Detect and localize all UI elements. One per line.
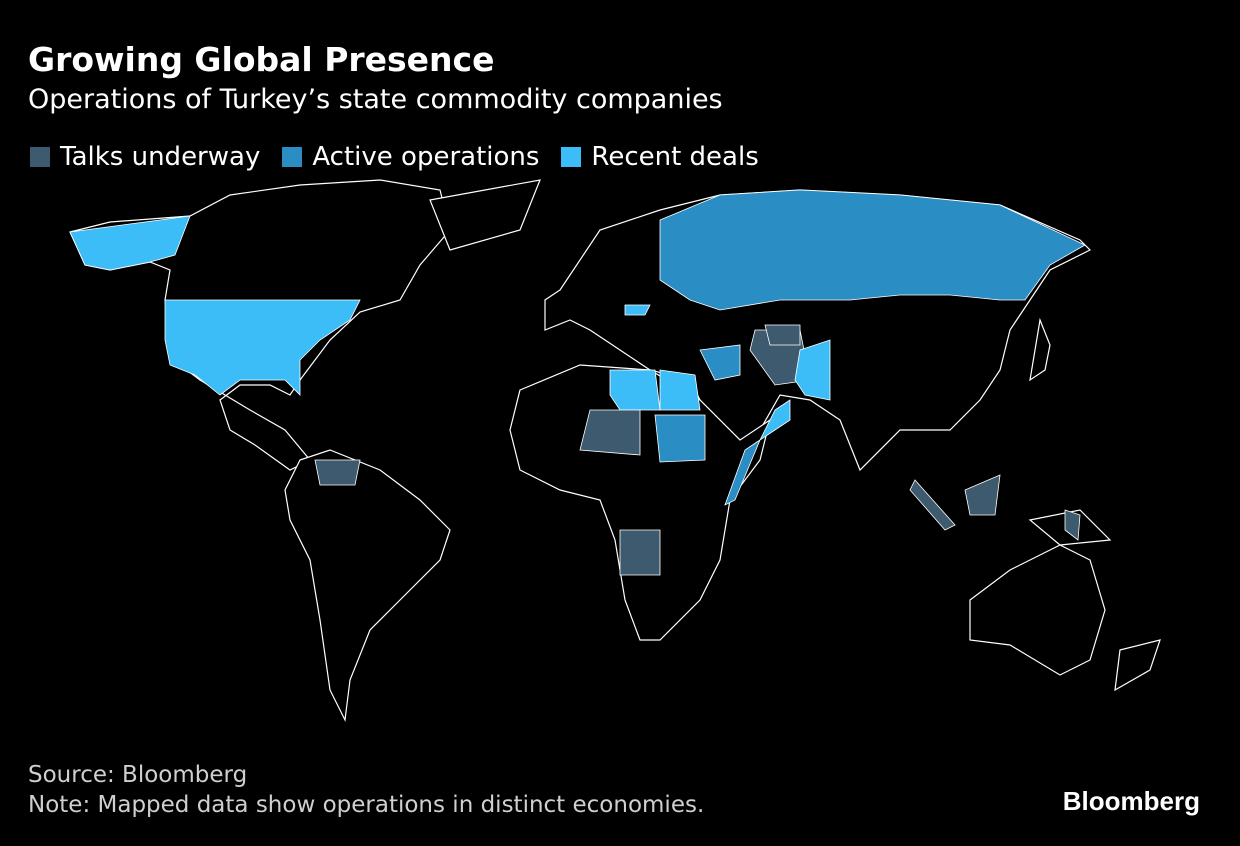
highlighted-regions [69,189,1086,576]
country-region [964,474,1001,516]
land [284,449,451,723]
country-region [699,344,741,381]
country-region [314,459,361,486]
country-region [764,324,801,346]
legend: Talks underway Active operations Recent de… [30,142,759,172]
country-region [624,304,651,316]
country-region [659,369,701,411]
logo: Bloomberg [1062,786,1200,816]
legend-swatch [561,147,582,167]
land [429,179,541,251]
source: Source: Bloomberg [28,762,248,788]
country-region [164,299,361,396]
country-region [758,399,791,442]
subtitle: Operations of Turkey’s state commodity c… [28,84,723,115]
country-region [659,189,1086,311]
country-region [609,369,661,411]
country-region [909,479,956,531]
country-region [69,215,191,271]
note: Note: Mapped data show operations in dis… [28,792,705,818]
country-region [654,414,706,463]
land [1029,317,1051,382]
legend-item: Talks underway [30,142,260,172]
country-region [724,438,761,506]
legend-label: Recent deals [591,142,759,172]
legend-swatch [30,147,50,167]
land [1114,639,1161,692]
country-region [794,339,831,401]
legend-item: Active operations [282,142,539,172]
legend-item: Recent deals [561,142,759,172]
legend-label: Active operations [312,142,540,172]
legend-swatch [282,147,303,167]
country-region [619,529,661,576]
country-region [1064,509,1081,541]
land [969,544,1106,676]
title: Growing Global Presence [28,40,495,79]
legend-label: Talks underway [60,142,261,172]
country-region [579,409,641,456]
